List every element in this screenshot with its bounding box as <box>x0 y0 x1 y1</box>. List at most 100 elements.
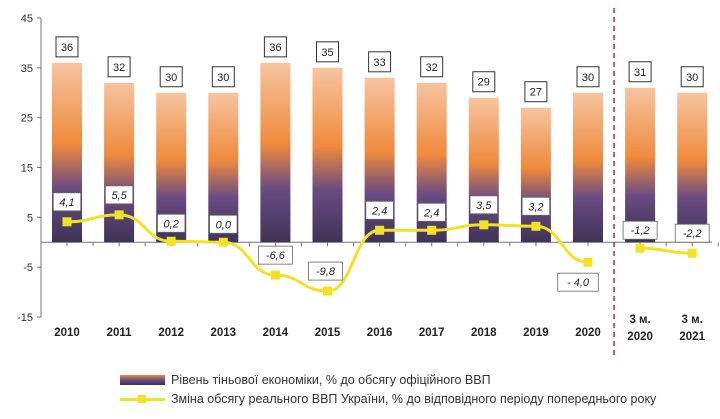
bar-value-label: 31 <box>634 67 646 79</box>
bar <box>312 67 343 243</box>
legend-item-shadow-economy: Рівень тіньової економіки, % до обсягу о… <box>120 370 656 389</box>
gdp-change-value-label: -2,2 <box>683 228 702 240</box>
x-category-label: 2012 <box>158 327 184 339</box>
y-tick-label: -5 <box>23 262 33 274</box>
gdp-change-marker <box>114 210 124 220</box>
bar <box>260 62 291 243</box>
gdp-change-value-label: 3,2 <box>528 201 543 213</box>
bar-value-label: 36 <box>269 42 281 54</box>
bar-value-label: 33 <box>373 57 385 69</box>
legend-line-swatch-icon <box>120 394 165 404</box>
gdp-change-value-box <box>521 196 551 216</box>
bar-value-box <box>55 36 79 58</box>
gdp-change-value-label: 2,4 <box>371 205 387 217</box>
x-category-label: 2011 <box>107 327 133 339</box>
legend: Рівень тіньової економіки, % до обсягу о… <box>120 370 656 408</box>
gdp-change-value-label: 2,4 <box>423 207 439 219</box>
x-category-label: 2020 <box>575 327 601 339</box>
legend-item-gdp-change: Зміна обсягу реального ВВП України, % до… <box>120 389 656 408</box>
bar-value-box <box>263 36 287 58</box>
x-category-label: 2013 <box>211 327 237 339</box>
bar-value-label: 30 <box>165 72 177 84</box>
gdp-change-value-box <box>308 261 343 281</box>
bar <box>625 87 656 243</box>
x-category-label: 2010 <box>54 327 80 339</box>
gdp-change-marker <box>531 221 541 231</box>
line-layer <box>62 210 697 296</box>
x-category-label: 2014 <box>263 327 289 339</box>
x-category-label: 2019 <box>523 327 549 339</box>
gdp-change-marker <box>687 248 697 258</box>
bar <box>573 92 603 243</box>
gdp-change-value-box <box>157 213 186 233</box>
label-layer: 2010 2011 2012 2013 2014 2015 2016 2017 2018 2019… <box>52 36 710 343</box>
gdp-change-value-box <box>365 200 394 220</box>
bar <box>677 92 708 243</box>
gdp-change-value-label: -9,8 <box>316 266 336 278</box>
bar-value-box <box>472 71 496 93</box>
bar-value-box <box>576 66 600 88</box>
x-category-label: 2015 <box>315 327 341 339</box>
bar-value-label: 36 <box>61 42 73 54</box>
gdp-change-value-box <box>557 272 599 292</box>
gdp-change-marker <box>62 217 72 227</box>
gdp-change-value-box <box>52 192 82 212</box>
gdp-change-value-label: 0,2 <box>164 218 179 230</box>
gdp-change-value-box <box>622 220 658 240</box>
bar-value-box <box>524 81 548 103</box>
gdp-change-marker <box>270 270 280 280</box>
bar-value-label: 27 <box>530 87 542 99</box>
legend-label-gdp-change: Зміна обсягу реального ВВП України, % до… <box>171 391 657 406</box>
bar-value-box <box>211 66 235 88</box>
bar-value-box <box>368 51 392 73</box>
gdp-change-value-label: 5,5 <box>111 190 127 202</box>
bar-value-label: 30 <box>217 72 229 84</box>
x-category-label: 3 м. <box>629 314 650 326</box>
x-category-label: 2021 <box>679 331 705 343</box>
x-category-label: 3 м. <box>682 314 703 326</box>
bar <box>520 107 551 243</box>
gdp-change-line <box>640 246 693 255</box>
gdp-change-value-label: 0,0 <box>216 219 232 231</box>
x-category-label: 2016 <box>367 327 393 339</box>
gdp-change-value-box <box>417 202 446 222</box>
y-tick-label: 35 <box>21 63 33 75</box>
bar-value-box <box>159 66 183 88</box>
gdp-change-value-label: -6,6 <box>266 250 286 262</box>
bar-value-box <box>680 66 704 88</box>
bar-layer <box>52 62 708 243</box>
y-tick-label: 25 <box>21 113 33 125</box>
legend-label-shadow-economy: Рівень тіньової економіки, % до обсягу о… <box>171 372 491 387</box>
bar-value-label: 32 <box>426 62 438 74</box>
gdp-change-marker <box>323 286 332 296</box>
gdp-change-value-box <box>209 214 238 234</box>
gdp-change-marker <box>166 236 176 246</box>
gdp-change-marker <box>635 243 645 253</box>
gdp-change-value-box <box>469 195 498 215</box>
bar <box>52 62 82 243</box>
bar-value-box <box>316 41 339 63</box>
gdp-change-value-label: - 4,0 <box>567 277 590 289</box>
y-tick-label: -15 <box>17 312 33 324</box>
y-tick-label: 5 <box>27 212 33 224</box>
bar-value-label: 32 <box>113 62 125 74</box>
gdp-change-marker <box>583 257 593 267</box>
legend-bar-swatch-icon <box>120 374 165 385</box>
gdp-change-value-box <box>104 185 134 205</box>
gdp-change-marker <box>218 237 228 247</box>
bar-value-box <box>420 56 444 78</box>
bar-value-label: 29 <box>478 77 490 89</box>
bar <box>468 97 499 243</box>
gdp-change-marker <box>479 220 489 230</box>
gdp-change-value-label: 3,5 <box>476 200 492 212</box>
y-tick-label: 15 <box>21 163 33 175</box>
x-category-label: 2017 <box>419 327 445 339</box>
bar-value-box <box>628 61 652 83</box>
gdp-change-marker <box>427 225 437 235</box>
y-tick-label: 45 <box>21 13 33 25</box>
bar-value-label: 30 <box>582 72 594 84</box>
x-category-label: 2018 <box>471 327 497 339</box>
bar-value-box <box>107 56 131 78</box>
gdp-change-value-box <box>257 245 293 265</box>
